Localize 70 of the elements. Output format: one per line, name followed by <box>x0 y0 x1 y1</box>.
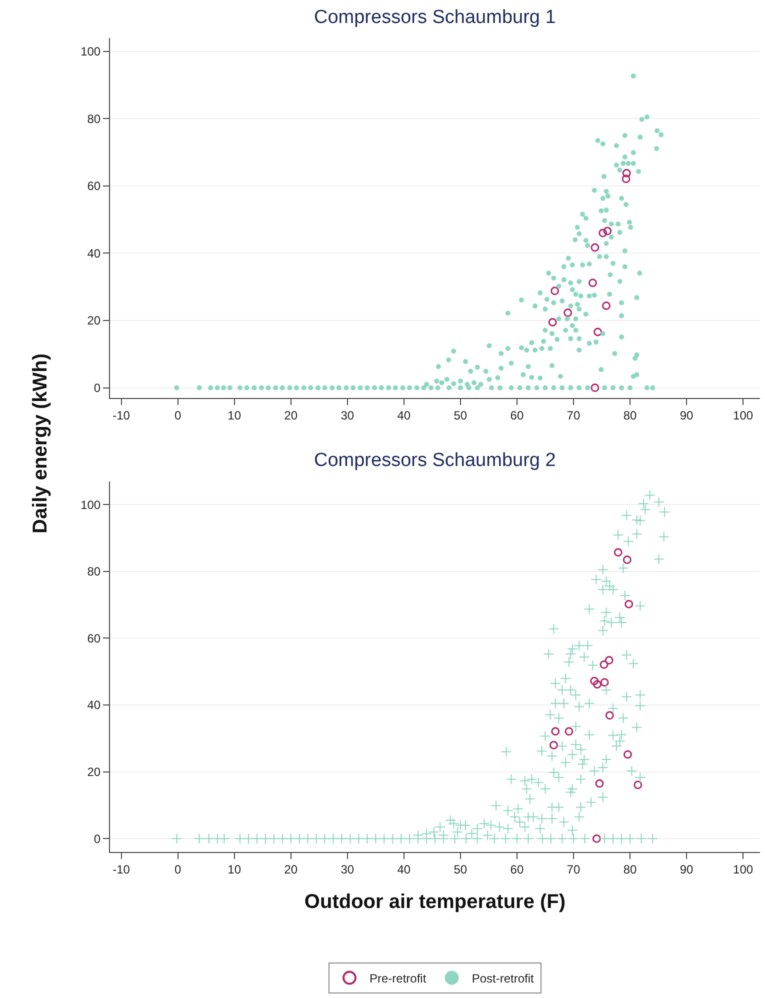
x-tick-label: 100 <box>733 408 754 422</box>
x-tick-label: 90 <box>680 408 694 422</box>
y-tick-label: 80 <box>87 564 101 579</box>
y-axis-title: Daily energy (kWh) <box>30 353 52 534</box>
x-tick-label: 50 <box>454 862 468 876</box>
y-tick-label: 20 <box>87 765 101 780</box>
y-tick-label: 0 <box>94 381 101 395</box>
x-tick-label: 30 <box>340 862 354 876</box>
x-tick-label: 40 <box>397 408 411 422</box>
x-tick-label: 60 <box>510 408 524 422</box>
y-tick-label: 80 <box>87 112 101 126</box>
x-tick-label: 0 <box>174 408 182 422</box>
point <box>634 780 642 790</box>
x-tick-label: 70 <box>566 408 580 422</box>
point <box>595 779 604 788</box>
y-tick-label: 100 <box>80 44 101 59</box>
x-tick-label: 10 <box>228 862 242 876</box>
point <box>622 174 630 184</box>
point <box>549 740 558 750</box>
point <box>622 168 631 178</box>
point <box>605 711 614 720</box>
x-tick-label: 70 <box>566 862 580 876</box>
point <box>551 727 560 736</box>
point <box>598 228 608 238</box>
y-tick-label: 60 <box>87 631 101 646</box>
point <box>590 243 600 252</box>
x-tick-label: -10 <box>112 862 130 876</box>
x-tick-label: 0 <box>174 862 182 876</box>
y-tick-label: 60 <box>87 179 101 194</box>
x-tick-label: 90 <box>680 862 694 876</box>
x-tick-label: 80 <box>623 862 637 876</box>
y-tick-label: 40 <box>87 246 101 260</box>
x-axis-title: Outdoor air temperature (F) <box>304 890 566 913</box>
x-tick-label: 20 <box>284 408 298 422</box>
point <box>548 318 557 326</box>
point <box>592 834 601 843</box>
point <box>603 226 612 236</box>
x-tick-label: 80 <box>623 408 637 422</box>
point <box>600 660 608 669</box>
y-tick-label: 0 <box>94 832 101 846</box>
point <box>590 676 599 686</box>
point <box>623 750 632 759</box>
point <box>614 548 622 557</box>
x-tick-label: 10 <box>228 408 242 422</box>
x-tick-label: -10 <box>112 408 130 422</box>
y-tick-label: 40 <box>87 698 101 712</box>
point <box>590 384 600 392</box>
y-tick-label: 100 <box>80 498 101 512</box>
point <box>600 678 609 687</box>
point <box>622 556 632 564</box>
x-tick-label: 20 <box>284 862 298 876</box>
point <box>604 656 614 665</box>
x-tick-label: 50 <box>454 408 468 422</box>
x-tick-label: 60 <box>510 862 524 876</box>
chart-title: Compressors Schaumburg 2 <box>314 450 556 471</box>
y-tick-label: 20 <box>87 314 101 328</box>
point <box>588 278 597 288</box>
x-tick-label: 40 <box>397 862 411 876</box>
point <box>592 680 602 689</box>
legend-label: Post-retrofit <box>472 971 535 986</box>
point <box>564 308 572 318</box>
point <box>602 301 611 310</box>
point <box>624 600 634 608</box>
point <box>564 727 574 736</box>
legend-label: Pre-retrofit <box>370 971 427 986</box>
point <box>594 328 602 336</box>
point <box>550 286 560 296</box>
x-tick-label: 30 <box>340 408 354 422</box>
x-tick-label: 100 <box>733 862 754 876</box>
chart-title: Compressors Schaumburg 1 <box>314 7 556 28</box>
